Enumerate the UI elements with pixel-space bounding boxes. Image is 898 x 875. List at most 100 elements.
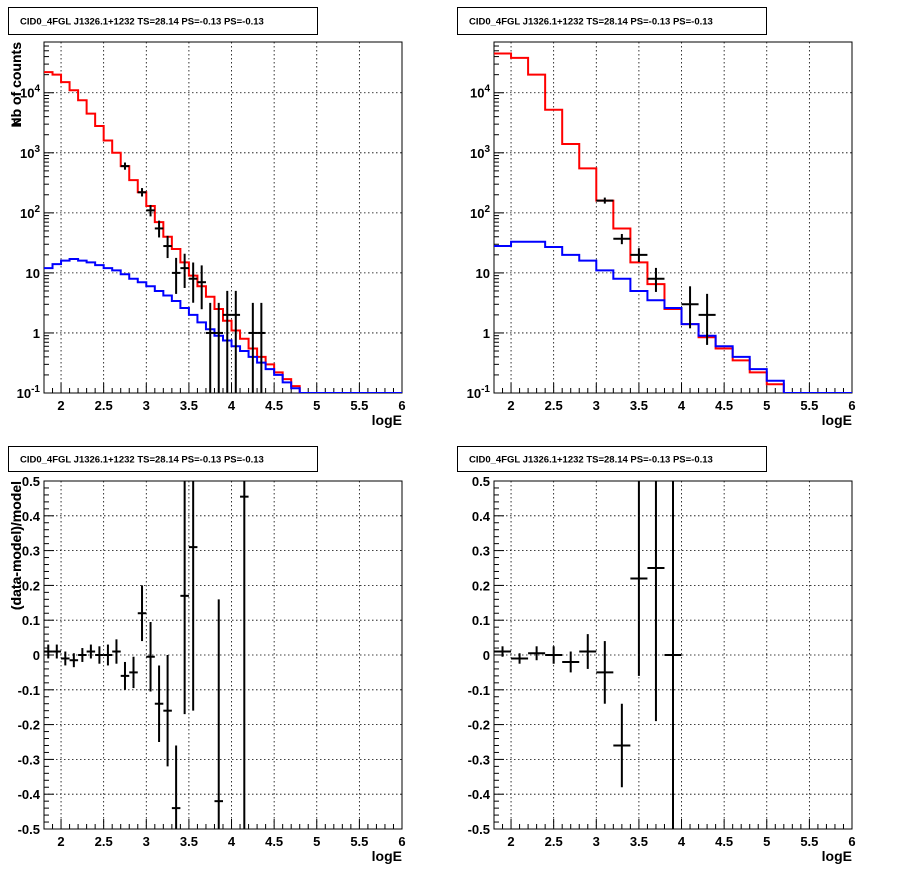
data-layer (494, 481, 682, 829)
x-tick-label: 3 (143, 398, 150, 413)
y-tick-label: 10-1 (467, 384, 491, 401)
x-tick-label: 3.5 (180, 834, 198, 849)
data-point (188, 262, 198, 303)
y-tick-label-base: 10 (20, 206, 34, 221)
data-point (112, 639, 121, 664)
y-tick-label-exponent: -1 (481, 384, 490, 395)
data-point (511, 653, 529, 664)
y-tick-label: 1 (33, 326, 40, 341)
y-tick-label: 0 (33, 648, 40, 663)
data-point (146, 204, 155, 217)
x-tick-label: 6 (848, 398, 855, 413)
data-point (61, 651, 70, 666)
model-background-step-line (494, 240, 852, 393)
x-tick-label: 2.5 (545, 398, 563, 413)
data-layer (44, 481, 249, 829)
y-tick-label: 102 (470, 204, 490, 221)
x-tick-label: 2 (57, 834, 64, 849)
data-point (163, 655, 172, 767)
data-point (171, 745, 181, 829)
x-tick-label: 4.5 (715, 398, 733, 413)
y-tick-label: 10 (476, 266, 490, 281)
data-point (69, 653, 79, 668)
data-point (129, 656, 138, 689)
y-tick-label: 104 (470, 84, 490, 101)
chart-bottom-left: 2 2.5 3 3.5 4 4.5 5 5.5 6 -0.5 -0.4 -0.3 -0.2 -0.1 0 0.… (8, 446, 406, 864)
y-tick-label: -0.1 (468, 683, 490, 698)
x-axis-label: logE (822, 412, 852, 428)
y-tick-label: -0.3 (18, 752, 40, 767)
x-tick-label: 4.5 (265, 398, 283, 413)
x-tick-label: 3 (593, 834, 600, 849)
data-point (214, 599, 223, 829)
data-point (146, 621, 155, 692)
x-tick-label: 2 (57, 398, 64, 413)
y-tick-label: 102 (20, 204, 40, 221)
plot-title-box: CID0_4FGL J1326.1+1232 TS=28.14 PS=-0.13… (8, 446, 318, 472)
model-total-step-line (44, 71, 402, 393)
data-point (545, 646, 563, 664)
y-tick-label: 0.3 (22, 544, 40, 559)
x-tick-label: 2 (507, 834, 514, 849)
data-point (613, 703, 631, 788)
y-axis-label: (data-model)/model (8, 481, 24, 610)
x-tick-label: 2 (507, 398, 514, 413)
data-point (154, 220, 164, 238)
y-tick-label-exponent: 2 (484, 204, 490, 215)
x-tick-label: 6 (848, 834, 855, 849)
x-tick-label: 4 (678, 834, 686, 849)
y-tick-label: 0.2 (22, 578, 40, 593)
y-tick-label: 0.2 (472, 578, 490, 593)
data-point (630, 481, 648, 676)
y-tick-label: 10 (26, 266, 40, 281)
y-tick-label: -0.2 (18, 718, 40, 733)
y-tick-label: -0.4 (18, 787, 41, 802)
x-tick-label: 5 (763, 834, 770, 849)
y-tick-label-exponent: -1 (31, 384, 40, 395)
x-tick-label: 3 (143, 834, 150, 849)
chart-top-left: 2 2.5 3 3.5 4 4.5 5 5.5 610-1110102103104logENb … (8, 7, 406, 428)
x-tick-label: 5 (313, 834, 320, 849)
data-point (137, 585, 147, 642)
y-tick-label: 103 (470, 144, 490, 161)
y-tick-label: -0.5 (18, 822, 40, 837)
y-tick-label-exponent: 3 (34, 144, 40, 155)
data-point (698, 293, 716, 345)
data-point (240, 481, 249, 829)
x-tick-label: 4.5 (265, 834, 283, 849)
plot-title-box: CID0_4FGL J1326.1+1232 TS=28.14 PS=-0.13… (457, 7, 767, 35)
plot-title: CID0_4FGL J1326.1+1232 TS=28.14 PS=-0.13… (469, 455, 713, 466)
x-tick-label: 5 (313, 398, 320, 413)
title-frame (8, 7, 318, 35)
y-tick-label-base: 10 (470, 146, 484, 161)
y-tick-label: 0.1 (22, 613, 40, 628)
x-axis-label: logE (372, 848, 402, 864)
data-point (180, 481, 189, 715)
data-layer (44, 71, 402, 393)
x-tick-label: 4 (228, 834, 236, 849)
y-axis-label: nb of counts (8, 42, 24, 126)
data-point (86, 644, 96, 659)
x-tick-label: 3.5 (630, 834, 648, 849)
data-point (613, 233, 631, 245)
y-tick-label: 10-1 (17, 384, 41, 401)
data-point (214, 302, 223, 393)
data-point (78, 648, 87, 662)
data-point (205, 302, 215, 393)
x-tick-label: 5.5 (800, 398, 818, 413)
x-tick-label: 2.5 (95, 398, 113, 413)
data-point (163, 235, 172, 259)
x-tick-label: 2.5 (95, 834, 113, 849)
y-axis-label: (data-model)/model (8, 481, 24, 610)
chart-bottom-right: 2 2.5 3 3.5 4 4.5 5 5.5 6 -0.5 -0.4 -0.3 -0.2 -0.1 0 0.… (8, 446, 856, 864)
x-axis-label: logE (372, 412, 402, 428)
data-point (120, 162, 130, 170)
data-point (154, 665, 164, 742)
data-point (137, 188, 147, 197)
x-tick-label: 3.5 (180, 398, 198, 413)
y-tick-label: 0.4 (22, 509, 41, 524)
data-point (188, 481, 198, 711)
y-tick-label: 0.5 (472, 474, 490, 489)
title-frame (8, 446, 318, 472)
data-point (528, 646, 546, 661)
